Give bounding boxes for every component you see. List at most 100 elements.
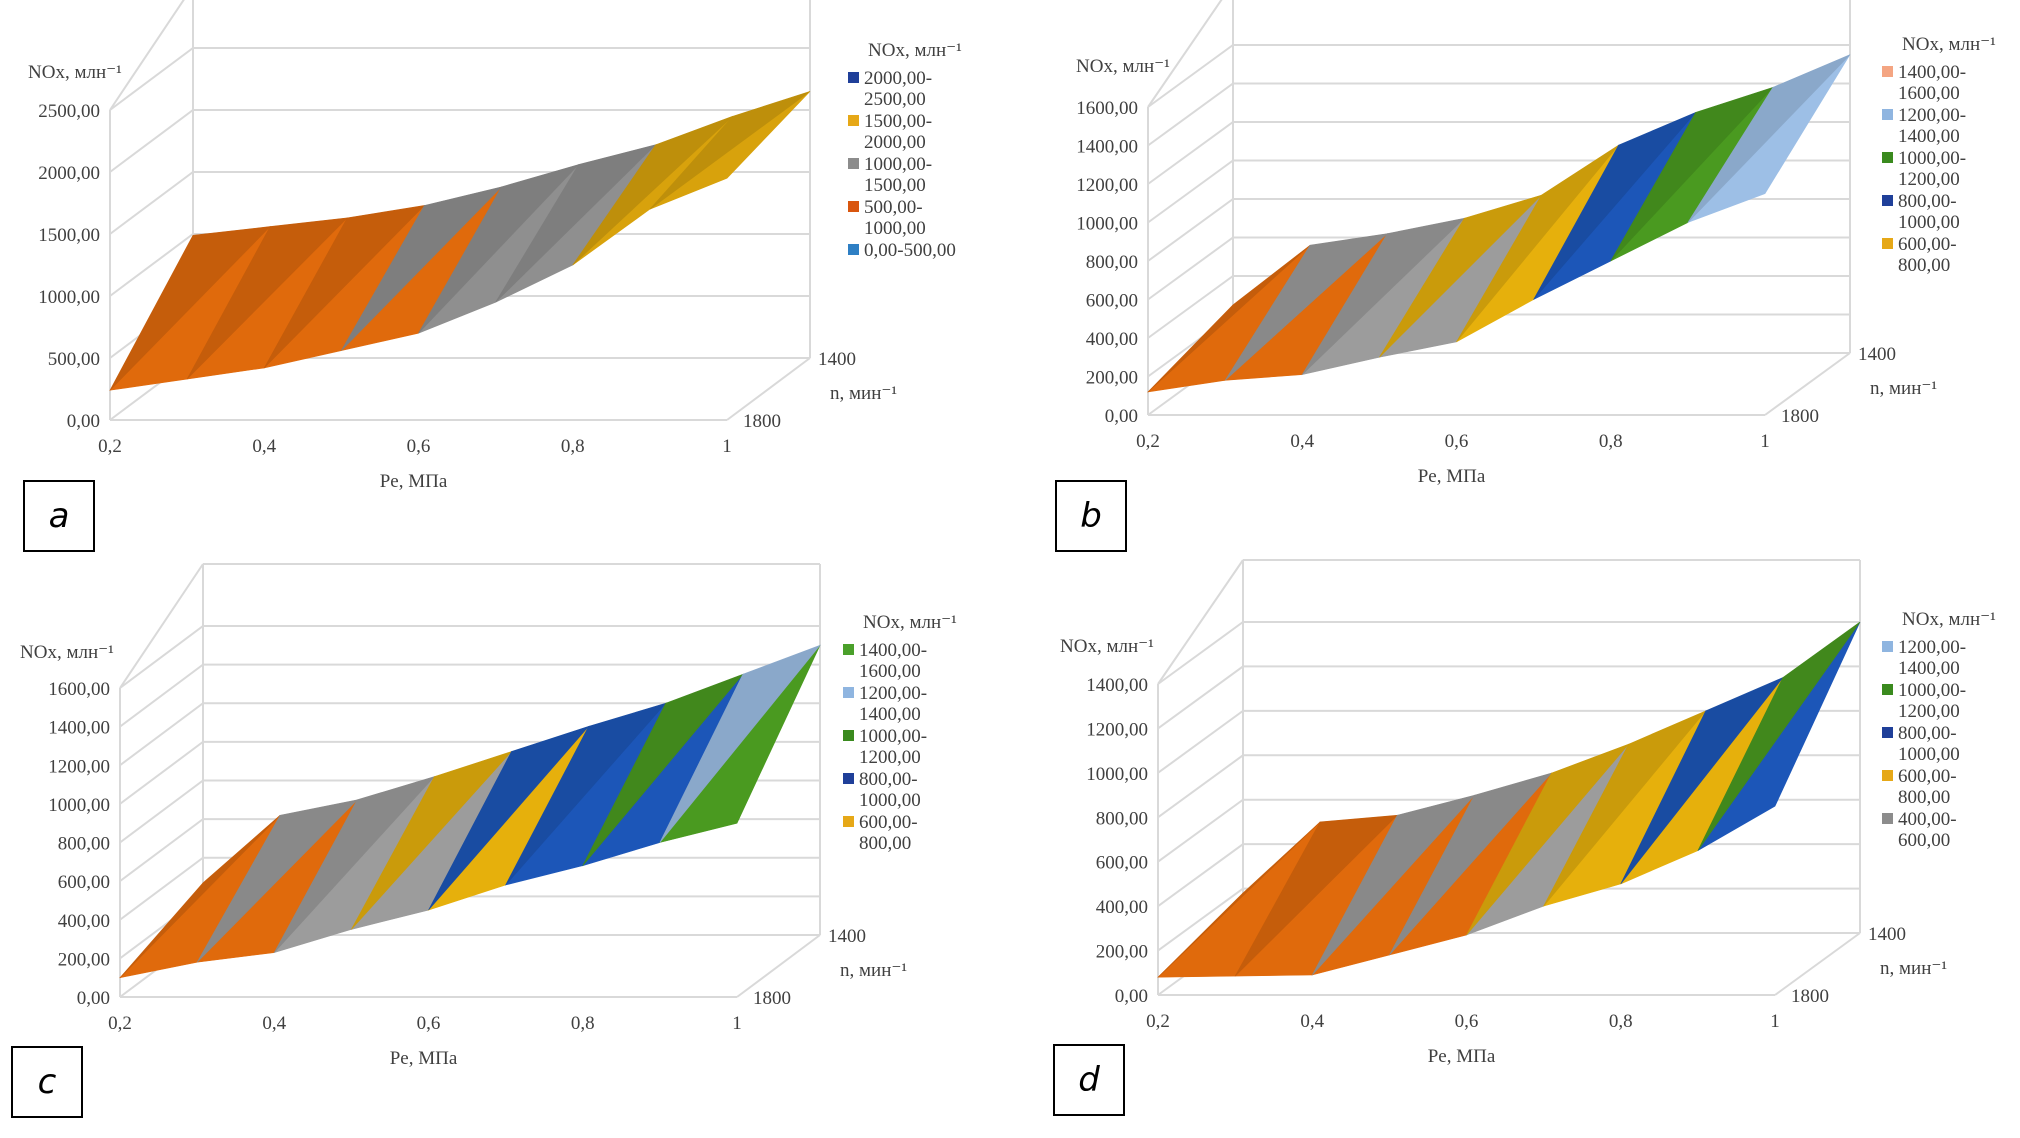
panel-label: b xyxy=(1080,496,1102,536)
legend-label: 1000,00-1200,00 xyxy=(1898,148,1966,190)
legend-swatch xyxy=(1882,195,1893,206)
surface-facet xyxy=(1157,821,1321,978)
legend-swatch xyxy=(848,115,859,126)
y-tick-label: 1800 xyxy=(743,411,781,432)
legend-title: NOx, млн⁻¹ xyxy=(863,612,957,633)
legend-title: NOx, млн⁻¹ xyxy=(1902,609,1996,630)
z-tick-label: 500,00 xyxy=(48,349,100,370)
z-tick-label: 1600,00 xyxy=(48,679,110,700)
z-tick-label: 1000,00 xyxy=(38,287,100,308)
legend: NOx, млн⁻¹ 1200,00-1400,001000,00-1200,00… xyxy=(1882,609,1996,851)
z-tick-label: 600,00 xyxy=(1096,853,1148,874)
surface-facet xyxy=(186,217,349,380)
z-tick-label: 0,00 xyxy=(77,988,110,1009)
legend-swatch xyxy=(1882,684,1893,695)
z-tick-label: 600,00 xyxy=(1086,291,1138,312)
legend-label: 1500,00-2000,00 xyxy=(864,111,932,153)
legend-swatch xyxy=(843,816,854,827)
surface-facet xyxy=(428,725,590,911)
legend-label: 600,00-800,00 xyxy=(1898,234,1957,276)
surface-facet xyxy=(1379,194,1542,358)
legend-swatch xyxy=(843,687,854,698)
x-tick-label: 0,6 xyxy=(417,1013,441,1034)
gridline xyxy=(109,0,185,111)
y-tick-label: 1400 xyxy=(828,926,866,947)
legend-swatch xyxy=(848,72,859,83)
legend-swatch xyxy=(843,644,854,655)
surface-facet xyxy=(1389,772,1553,956)
z-tick-label: 400,00 xyxy=(1086,329,1138,350)
z-tick-label: 600,00 xyxy=(58,872,110,893)
surface-facet xyxy=(1610,86,1774,262)
legend-swatch xyxy=(1882,727,1893,738)
legend-label: 800,00-1000,00 xyxy=(859,769,921,811)
z-axis-title: NOx, млн⁻¹ xyxy=(20,642,114,663)
surface-facet xyxy=(582,673,744,866)
surface-facet xyxy=(341,186,503,351)
legend-label: 1000,00-1200,00 xyxy=(859,726,927,768)
gridline xyxy=(1157,621,1860,685)
z-tick-label: 1500,00 xyxy=(38,225,100,246)
x-tick-label: 0,4 xyxy=(1290,431,1314,452)
x-tick-label: 0,8 xyxy=(571,1013,595,1034)
z-tick-label: 200,00 xyxy=(1086,368,1138,389)
x-tick-label: 1 xyxy=(1760,431,1770,452)
x-tick-label: 0,8 xyxy=(561,436,585,457)
x-tick-label: 0,6 xyxy=(1455,1011,1479,1032)
surface-facet xyxy=(263,205,426,369)
z-tick-label: 800,00 xyxy=(1086,252,1138,273)
z-axis-title: NOx, млн⁻¹ xyxy=(1076,56,1170,77)
legend-swatch xyxy=(1882,152,1893,163)
legend-label: 1200,00-1400,00 xyxy=(1898,637,1966,679)
x-tick-label: 1 xyxy=(1770,1011,1780,1032)
surface-facet xyxy=(1456,144,1619,343)
surface-facet xyxy=(1533,112,1696,300)
legend-label: 2000,00-2500,00 xyxy=(864,68,932,110)
surface-facet xyxy=(1466,743,1630,936)
z-tick-label: 0,00 xyxy=(67,411,100,432)
x-axis-title: Pe, МПа xyxy=(390,1048,458,1069)
gridline xyxy=(1147,0,1223,108)
surface-facet xyxy=(1234,814,1399,977)
gridline xyxy=(119,563,204,689)
y-axis-title: n, мин⁻¹ xyxy=(830,383,897,404)
legend-swatch xyxy=(848,244,859,255)
legend-swatch xyxy=(848,201,859,212)
x-tick-label: 0,4 xyxy=(252,436,276,457)
x-tick-label: 0,4 xyxy=(1300,1011,1324,1032)
depth-axis-line xyxy=(1774,932,1861,996)
legend-label: 400,00-600,00 xyxy=(1898,809,1957,851)
z-tick-label: 0,00 xyxy=(1115,986,1148,1007)
legend-label: 800,00-1000,00 xyxy=(1898,723,1960,765)
x-tick-label: 0,8 xyxy=(1609,1011,1633,1032)
legend-swatch xyxy=(843,730,854,741)
x-axis-title: Pe, МПа xyxy=(380,471,448,492)
z-tick-label: 200,00 xyxy=(58,949,110,970)
panel-label: c xyxy=(38,1062,57,1102)
legend-label: 800,00-1000,00 xyxy=(1898,191,1960,233)
z-axis-title: NOx, млн⁻¹ xyxy=(28,62,122,83)
legend: NOx, млн⁻¹ 1400,00-1600,001200,00-1400,00… xyxy=(843,612,957,854)
legend-swatch xyxy=(1882,238,1893,249)
surface-facet xyxy=(1697,621,1861,851)
legend-label: 1400,00-1600,00 xyxy=(859,640,927,682)
legend-label: 500,00-1000,00 xyxy=(864,197,926,239)
chart-panel-c: 0,00 200,00 400,00 600,00 800,00 1000,00 1200,… xyxy=(11,563,957,1118)
x-tick-label: 0,6 xyxy=(407,436,431,457)
x-tick-label: 0,2 xyxy=(98,436,122,457)
surface-facet xyxy=(1687,54,1851,223)
z-tick-label: 200,00 xyxy=(1096,942,1148,963)
z-tick-label: 1400,00 xyxy=(48,718,110,739)
surface-facet xyxy=(572,115,734,266)
surface-facet xyxy=(649,91,811,210)
z-tick-label: 1400,00 xyxy=(1076,137,1138,158)
surface-facet xyxy=(1311,794,1476,976)
z-tick-label: 400,00 xyxy=(58,911,110,932)
depth-axis-line xyxy=(1764,352,1851,416)
z-tick-label: 1600,00 xyxy=(1076,98,1138,119)
legend-swatch xyxy=(1882,813,1893,824)
legend-swatch xyxy=(1882,66,1893,77)
legend-label: 0,00-500,00 xyxy=(864,240,956,261)
legend: NOx, млн⁻¹ 2000,00-2500,001500,00-2000,00… xyxy=(848,40,962,261)
z-tick-label: 400,00 xyxy=(1096,897,1148,918)
